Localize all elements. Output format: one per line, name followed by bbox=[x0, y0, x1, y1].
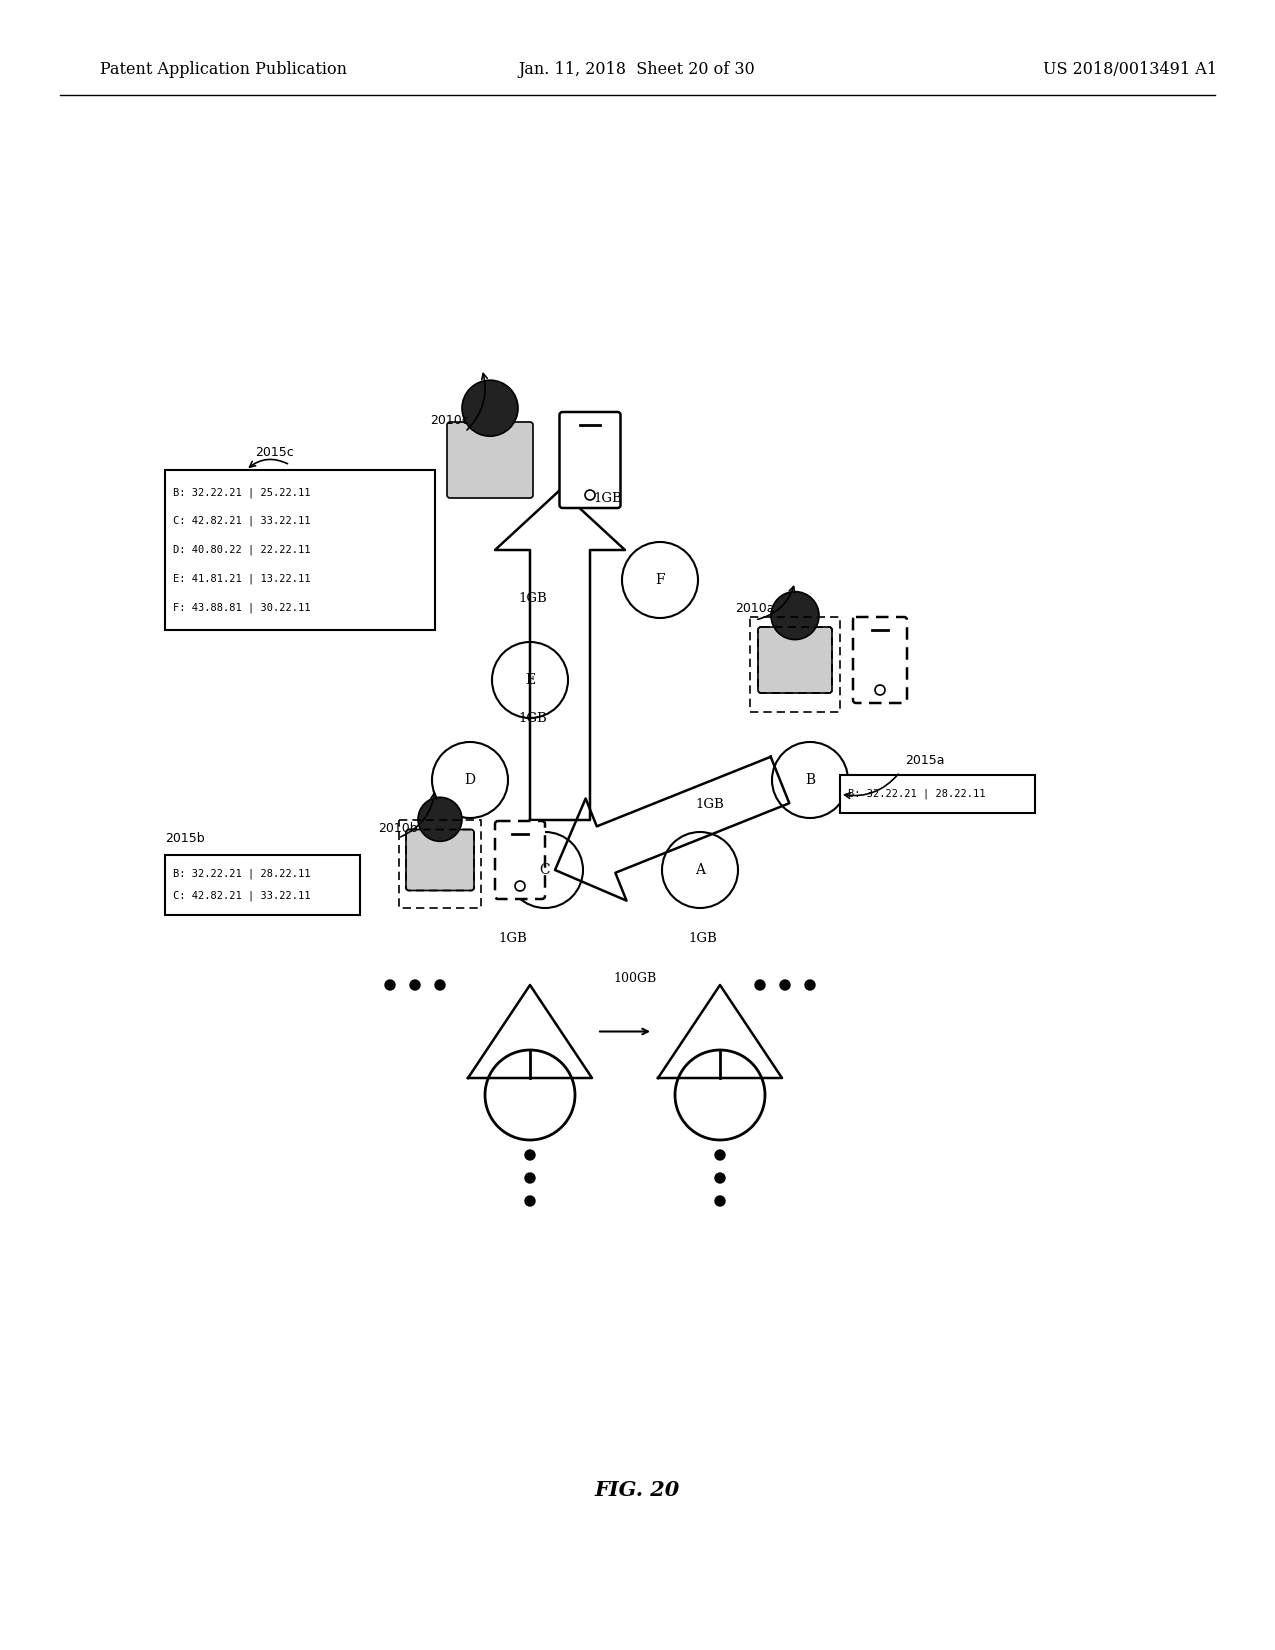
Text: US 2018/0013491 A1: US 2018/0013491 A1 bbox=[1043, 61, 1218, 79]
Circle shape bbox=[755, 980, 765, 990]
Text: D: 40.80.22 | 22.22.11: D: 40.80.22 | 22.22.11 bbox=[173, 544, 311, 556]
Polygon shape bbox=[555, 757, 789, 901]
Text: B: 32.22.21 | 25.22.11: B: 32.22.21 | 25.22.11 bbox=[173, 487, 311, 498]
Circle shape bbox=[715, 1173, 725, 1183]
Text: Patent Application Publication: Patent Application Publication bbox=[99, 61, 347, 79]
Text: C: 42.82.21 | 33.22.11: C: 42.82.21 | 33.22.11 bbox=[173, 516, 311, 526]
Text: Jan. 11, 2018  Sheet 20 of 30: Jan. 11, 2018 Sheet 20 of 30 bbox=[519, 61, 755, 79]
Text: 2010b: 2010b bbox=[377, 822, 418, 835]
Circle shape bbox=[875, 685, 885, 695]
Text: FIG. 20: FIG. 20 bbox=[594, 1480, 680, 1500]
Circle shape bbox=[771, 592, 819, 640]
Text: 1GB: 1GB bbox=[593, 492, 622, 505]
Circle shape bbox=[525, 1196, 536, 1206]
Text: 2015b: 2015b bbox=[164, 832, 204, 845]
FancyBboxPatch shape bbox=[164, 470, 435, 630]
Text: 1GB: 1GB bbox=[695, 799, 724, 812]
Text: 1GB: 1GB bbox=[518, 711, 547, 724]
Circle shape bbox=[515, 881, 525, 891]
Text: 2010a: 2010a bbox=[734, 602, 774, 614]
Text: 1GB: 1GB bbox=[499, 932, 527, 944]
Text: E: 41.81.21 | 13.22.11: E: 41.81.21 | 13.22.11 bbox=[173, 574, 311, 584]
Text: 2015a: 2015a bbox=[905, 754, 945, 767]
Text: C: 42.82.21 | 33.22.11: C: 42.82.21 | 33.22.11 bbox=[173, 891, 311, 901]
Circle shape bbox=[435, 980, 445, 990]
Polygon shape bbox=[658, 985, 782, 1077]
Circle shape bbox=[411, 980, 419, 990]
Text: 1GB: 1GB bbox=[688, 932, 717, 944]
FancyBboxPatch shape bbox=[853, 617, 907, 703]
Polygon shape bbox=[468, 985, 592, 1077]
Text: 100GB: 100GB bbox=[613, 972, 657, 985]
FancyBboxPatch shape bbox=[164, 855, 360, 916]
Circle shape bbox=[525, 1173, 536, 1183]
FancyBboxPatch shape bbox=[448, 422, 533, 498]
Text: A: A bbox=[695, 863, 705, 878]
Circle shape bbox=[525, 1150, 536, 1160]
FancyBboxPatch shape bbox=[405, 830, 474, 891]
Text: E: E bbox=[525, 673, 536, 686]
FancyBboxPatch shape bbox=[759, 627, 833, 693]
Text: B: B bbox=[805, 772, 815, 787]
Circle shape bbox=[715, 1196, 725, 1206]
Circle shape bbox=[805, 980, 815, 990]
Text: 1GB: 1GB bbox=[518, 591, 547, 604]
Text: D: D bbox=[464, 772, 476, 787]
Text: B: 32.22.21 | 28.22.11: B: 32.22.21 | 28.22.11 bbox=[848, 789, 986, 799]
Circle shape bbox=[780, 980, 790, 990]
Text: B: 32.22.21 | 28.22.11: B: 32.22.21 | 28.22.11 bbox=[173, 870, 311, 879]
Circle shape bbox=[385, 980, 395, 990]
Text: F: 43.88.81 | 30.22.11: F: 43.88.81 | 30.22.11 bbox=[173, 602, 311, 612]
Circle shape bbox=[715, 1150, 725, 1160]
Circle shape bbox=[585, 490, 595, 500]
Text: C: C bbox=[539, 863, 551, 878]
Text: F: F bbox=[655, 573, 664, 587]
Circle shape bbox=[418, 797, 462, 842]
Text: 2015c: 2015c bbox=[255, 447, 293, 459]
FancyBboxPatch shape bbox=[560, 412, 621, 508]
Text: 2010c: 2010c bbox=[430, 414, 469, 426]
FancyBboxPatch shape bbox=[840, 776, 1035, 813]
Polygon shape bbox=[495, 490, 625, 820]
Circle shape bbox=[462, 380, 518, 436]
FancyBboxPatch shape bbox=[495, 822, 544, 899]
